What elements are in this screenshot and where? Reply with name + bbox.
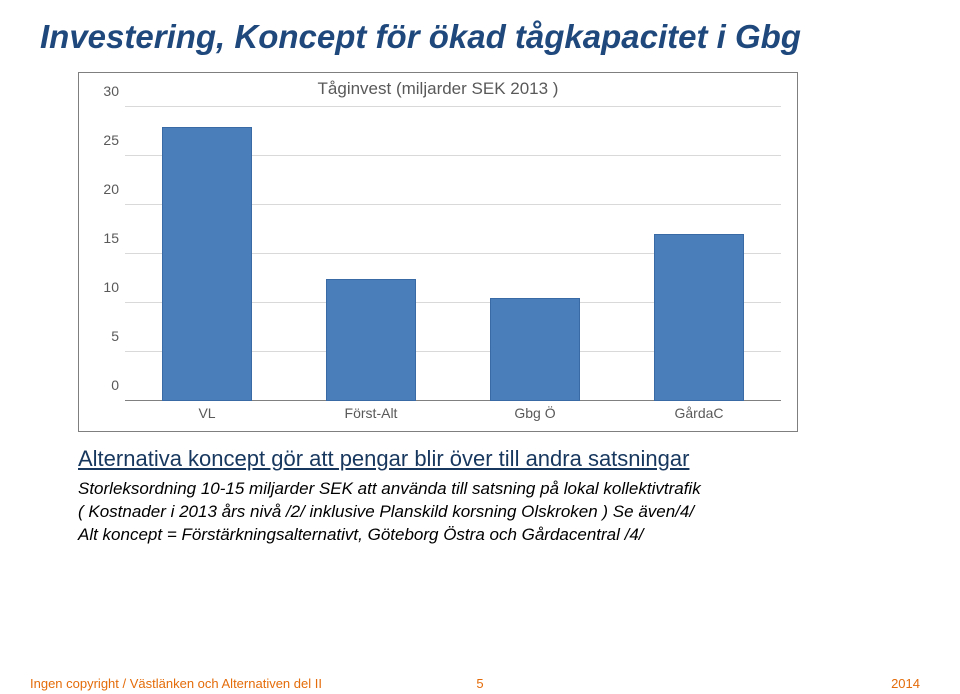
ytick-label: 0	[111, 377, 119, 393]
xtick-label: GårdaC	[674, 405, 723, 421]
slide: Investering, Koncept för ökad tågkapacit…	[0, 0, 960, 694]
chart-plot-area: 051015202530VLFörst-AltGbg ÖGårdaC	[125, 107, 781, 401]
bar	[490, 298, 580, 401]
gridline	[125, 106, 781, 107]
ytick-label: 25	[103, 132, 119, 148]
body-text: Storleksordning 10-15 miljarder SEK att …	[78, 478, 900, 547]
chart-title: Tåginvest (miljarder SEK 2013 )	[79, 79, 797, 99]
ytick-label: 30	[103, 83, 119, 99]
bar	[162, 127, 252, 401]
ytick-label: 5	[111, 328, 119, 344]
page-title: Investering, Koncept för ökad tågkapacit…	[40, 18, 801, 56]
chart-container: Tåginvest (miljarder SEK 2013 ) 05101520…	[78, 72, 798, 432]
ytick-label: 10	[103, 279, 119, 295]
subtitle: Alternativa koncept gör att pengar blir …	[78, 446, 689, 472]
xtick-label: VL	[198, 405, 215, 421]
body-line-3: Alt koncept = Förstärkningsalternativt, …	[78, 524, 900, 547]
ytick-label: 20	[103, 181, 119, 197]
body-line-1: Storleksordning 10-15 miljarder SEK att …	[78, 478, 900, 501]
ytick-label: 15	[103, 230, 119, 246]
body-line-2: ( Kostnader i 2013 års nivå /2/ inklusiv…	[78, 501, 900, 524]
footer-right: 2014	[891, 676, 920, 691]
bar	[326, 279, 416, 402]
footer-page: 5	[0, 676, 960, 691]
xtick-label: Gbg Ö	[514, 405, 555, 421]
bar	[654, 234, 744, 401]
xtick-label: Först-Alt	[345, 405, 398, 421]
